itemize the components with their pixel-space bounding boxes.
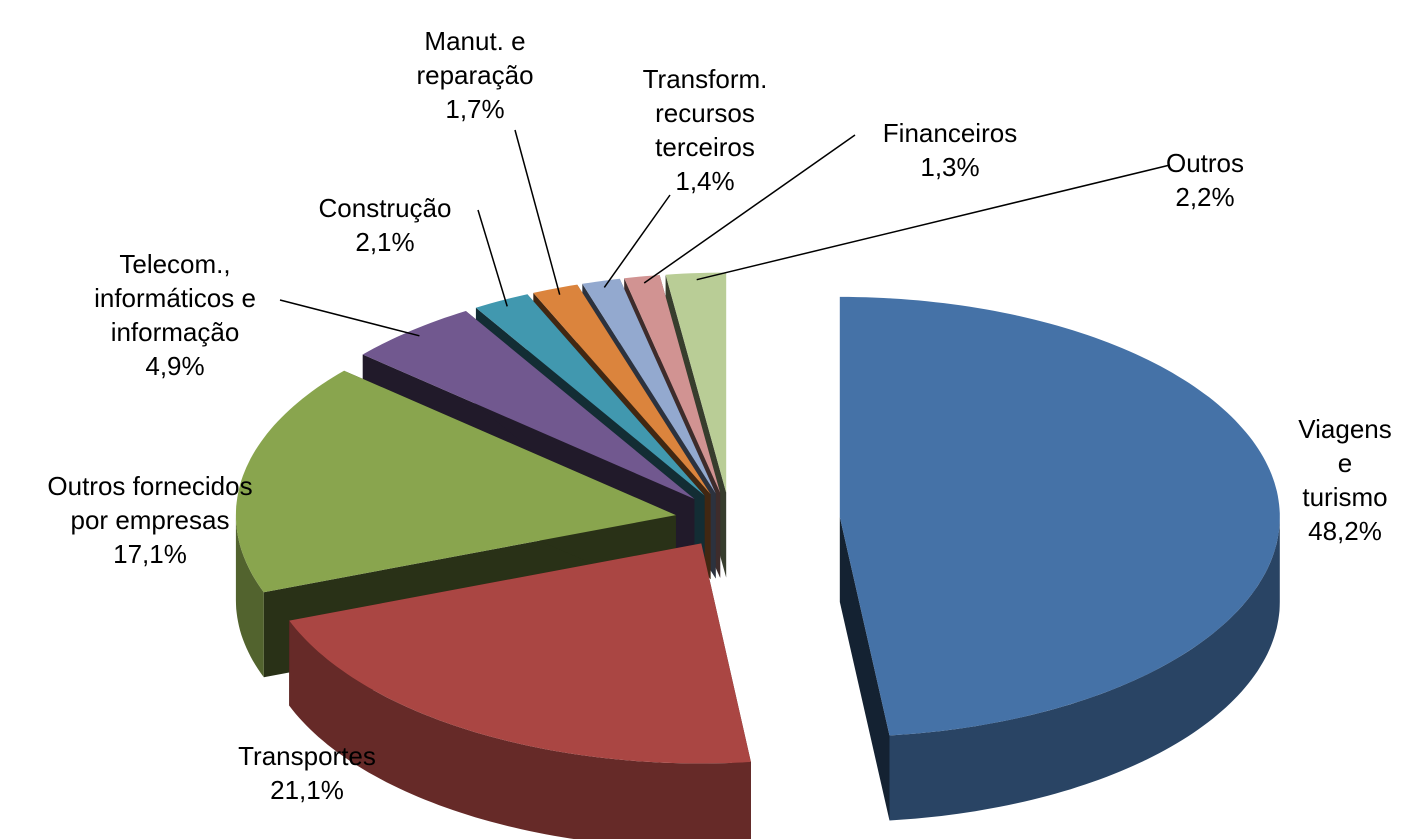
value-label: 1,7% <box>445 94 505 124</box>
slice <box>289 543 751 764</box>
leader-line <box>279 299 420 337</box>
leader-line <box>603 194 671 288</box>
leader-line <box>514 129 561 295</box>
category-label: Manut. e reparação <box>416 26 534 90</box>
value-label: 21,1% <box>270 775 344 805</box>
value-label: 4,9% <box>145 351 205 381</box>
data-label: Financeiros 1,3% <box>883 116 1017 184</box>
category-label: Transform. recursos terceiros <box>642 64 768 162</box>
value-label: 1,4% <box>675 166 735 196</box>
slice <box>475 294 705 496</box>
value-label: 48,2% <box>1308 516 1382 546</box>
data-label: Construção 2,1% <box>319 191 452 259</box>
data-label: Outros fornecidos por empresas 17,1% <box>47 469 252 571</box>
value-label: 17,1% <box>113 539 187 569</box>
value-label: 2,2% <box>1175 182 1235 212</box>
value-label: 2,1% <box>355 227 415 257</box>
category-label: Telecom., informáticos e informação <box>94 249 256 347</box>
slice-side <box>889 516 1280 821</box>
category-label: Transportes <box>238 741 376 771</box>
value-label: 1,3% <box>920 152 980 182</box>
slice-side <box>235 515 264 678</box>
slice <box>839 296 1280 736</box>
category-label: Outros fornecidos por empresas <box>47 471 253 535</box>
slice <box>624 275 721 493</box>
leader-line <box>643 134 856 284</box>
slice-side <box>289 620 751 839</box>
slice <box>582 278 716 494</box>
slice <box>665 272 727 493</box>
category-label: Financeiros <box>882 118 1018 148</box>
data-label: Telecom., informáticos e informação 4,9% <box>94 247 256 383</box>
slice <box>362 311 695 499</box>
slice <box>235 370 676 593</box>
data-label: Viagens e turismo 48,2% <box>1298 412 1392 548</box>
category-label: Outros <box>1165 148 1245 178</box>
leader-line <box>477 209 508 307</box>
slice <box>533 284 711 495</box>
category-label: Viagens e turismo <box>1298 414 1392 512</box>
data-label: Manut. e reparação 1,7% <box>416 24 533 126</box>
data-label: Transform. recursos terceiros 1,4% <box>643 62 768 198</box>
data-label: Outros 2,2% <box>1166 146 1244 214</box>
category-label: Construção <box>318 193 452 223</box>
data-label: Transportes 21,1% <box>238 739 376 807</box>
leader-line <box>696 164 1171 281</box>
slice-wall <box>839 516 890 821</box>
